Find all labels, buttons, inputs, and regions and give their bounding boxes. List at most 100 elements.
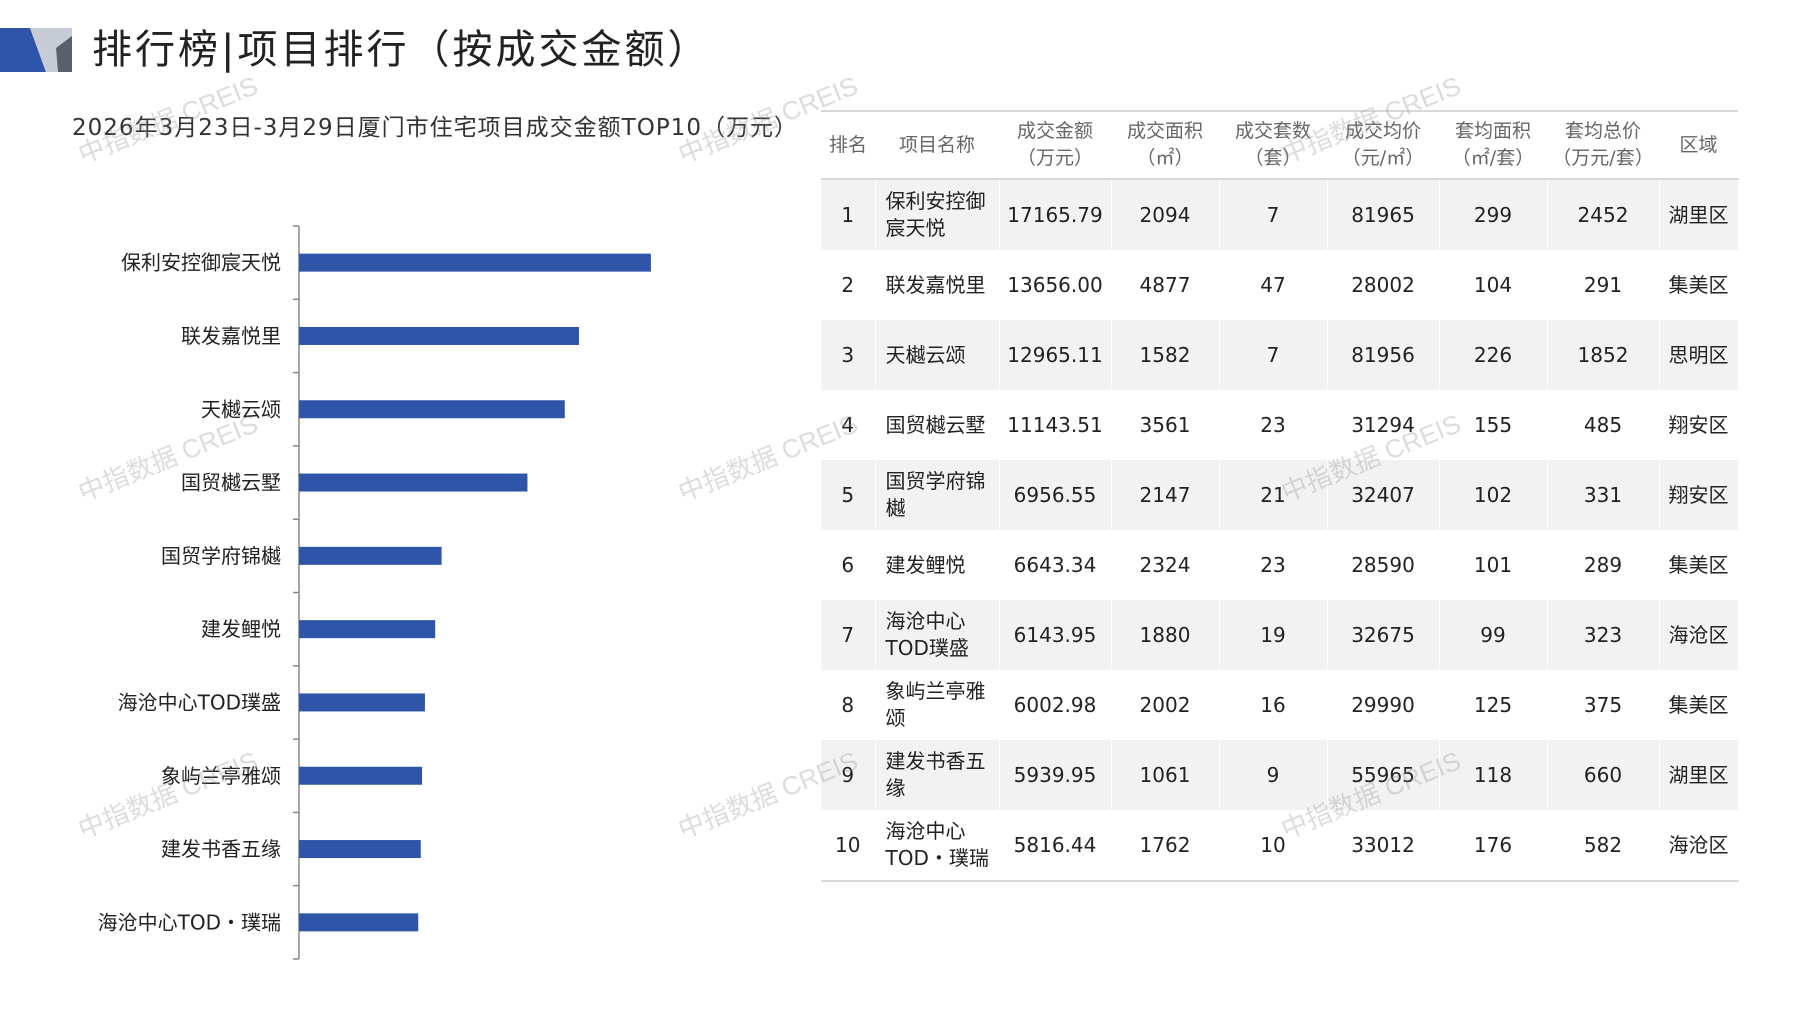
bar-chart: 保利安控御宸天悦联发嘉悦里天樾云颂国贸樾云墅国贸学府锦樾建发鲤悦海沧中心TOD璞… bbox=[98, 225, 651, 960]
table-row: 7 海沧中心TOD璞盛 6143.95 1880 19 32675 99 323 海沧区 bbox=[821, 600, 1739, 670]
header-decoration bbox=[0, 28, 72, 72]
table-cell: 29990 bbox=[1327, 670, 1440, 740]
column-header: 排名 bbox=[821, 112, 875, 180]
table-cell: 联发嘉悦里 bbox=[875, 250, 1000, 320]
column-header: 套均总价 （万元/套） bbox=[1547, 112, 1659, 180]
table-cell: 10 bbox=[821, 810, 876, 882]
table-header-row: 排名 项目名称 成交金额 （万元） 成交面积 （㎡） 成交套数 （套） 成交均价 （元/㎡） 套均面… bbox=[821, 112, 1738, 180]
table-cell: 2324 bbox=[1111, 530, 1220, 600]
table-cell: 31294 bbox=[1327, 390, 1440, 460]
table-body: 1 保利安控御宸天悦 17165.79 2094 7 81965 299 2452 湖里区 2 联发… bbox=[821, 179, 1739, 882]
table-row: 3 天樾云颂 12965.11 1582 7 81956 226 1852 思明区 bbox=[821, 320, 1739, 390]
table-cell: 5 bbox=[821, 460, 876, 530]
chart-title: 2026年3月23日-3月29日厦门市住宅项目成交金额TOP10（万元） bbox=[72, 115, 798, 141]
table-cell: 485 bbox=[1547, 390, 1660, 460]
table-row: 4 国贸樾云墅 11143.51 3561 23 31294 155 485 翔安区 bbox=[821, 390, 1739, 460]
table-cell: 7 bbox=[1219, 320, 1328, 390]
table-cell: 7 bbox=[1219, 179, 1328, 250]
table-cell: 32407 bbox=[1327, 460, 1440, 530]
table-row: 10 海沧中心TOD・璞瑞 5816.44 1762 10 33012 176 582 海沧区 bbox=[821, 810, 1739, 882]
column-header: 成交面积 （㎡） bbox=[1111, 112, 1219, 180]
table-cell: 32675 bbox=[1327, 600, 1440, 670]
table-cell: 291 bbox=[1547, 250, 1660, 320]
ranking-table: 排名 项目名称 成交金额 （万元） 成交面积 （㎡） 成交套数 （套） 成交均价 （元/㎡） 套均面… bbox=[821, 112, 1739, 882]
table-cell: 2094 bbox=[1111, 179, 1220, 250]
bar bbox=[299, 693, 425, 712]
table-cell: 1582 bbox=[1111, 320, 1220, 390]
table-cell: 2452 bbox=[1547, 179, 1660, 250]
table-cell: 16 bbox=[1219, 670, 1328, 740]
table-cell: 660 bbox=[1547, 740, 1660, 810]
table-cell: 集美区 bbox=[1659, 250, 1739, 320]
table-cell: 176 bbox=[1439, 810, 1548, 882]
column-header: 成交金额 （万元） bbox=[999, 112, 1111, 180]
bar bbox=[299, 766, 423, 785]
table-cell: 3 bbox=[821, 320, 876, 390]
column-header: 项目名称 bbox=[875, 112, 999, 180]
table-cell: 6956.55 bbox=[999, 460, 1112, 530]
column-header: 套均面积 （㎡/套） bbox=[1439, 112, 1547, 180]
table-cell: 155 bbox=[1439, 390, 1548, 460]
table-cell: 集美区 bbox=[1659, 670, 1739, 740]
table-cell: 象屿兰亭雅颂 bbox=[875, 670, 1000, 740]
table-cell: 102 bbox=[1439, 460, 1548, 530]
table-cell: 12965.11 bbox=[999, 320, 1112, 390]
table-cell: 海沧中心TOD璞盛 bbox=[875, 600, 1000, 670]
category-label: 国贸樾云墅 bbox=[181, 471, 281, 495]
table-cell: 天樾云颂 bbox=[875, 320, 1000, 390]
table-cell: 9 bbox=[1219, 740, 1328, 810]
category-label: 国贸学府锦樾 bbox=[161, 544, 281, 568]
table-cell: 5816.44 bbox=[999, 810, 1112, 882]
table-cell: 299 bbox=[1439, 179, 1548, 250]
table-cell: 19 bbox=[1219, 600, 1328, 670]
table-cell: 375 bbox=[1547, 670, 1660, 740]
table-cell: 118 bbox=[1439, 740, 1548, 810]
table-row: 9 建发书香五缘 5939.95 1061 9 55965 118 660 湖里区 bbox=[821, 740, 1739, 810]
table-cell: 8 bbox=[821, 670, 876, 740]
table-cell: 33012 bbox=[1327, 810, 1440, 882]
category-label: 海沧中心TOD・璞瑞 bbox=[98, 910, 281, 934]
table-cell: 28002 bbox=[1327, 250, 1440, 320]
table-cell: 2147 bbox=[1111, 460, 1220, 530]
table-cell: 湖里区 bbox=[1659, 179, 1739, 250]
bar bbox=[299, 913, 419, 932]
table-cell: 7 bbox=[821, 600, 876, 670]
category-label: 保利安控御宸天悦 bbox=[121, 251, 281, 275]
category-label: 建发书香五缘 bbox=[161, 837, 281, 861]
table-cell: 1061 bbox=[1111, 740, 1220, 810]
table-cell: 6002.98 bbox=[999, 670, 1112, 740]
table-cell: 81956 bbox=[1327, 320, 1440, 390]
table-row: 5 国贸学府锦樾 6956.55 2147 21 32407 102 331 翔安区 bbox=[821, 460, 1739, 530]
table-cell: 28590 bbox=[1327, 530, 1440, 600]
table-cell: 11143.51 bbox=[999, 390, 1112, 460]
table-cell: 104 bbox=[1439, 250, 1548, 320]
table-cell: 海沧区 bbox=[1659, 810, 1739, 882]
table-cell: 125 bbox=[1439, 670, 1548, 740]
table-cell: 323 bbox=[1547, 600, 1660, 670]
table-cell: 4877 bbox=[1111, 250, 1220, 320]
table-cell: 保利安控御宸天悦 bbox=[875, 179, 1000, 250]
table-cell: 582 bbox=[1547, 810, 1660, 882]
category-label: 天樾云颂 bbox=[201, 397, 281, 421]
table-cell: 国贸樾云墅 bbox=[875, 390, 1000, 460]
table-cell: 4 bbox=[821, 390, 876, 460]
category-label: 建发鲤悦 bbox=[201, 617, 281, 641]
table-cell: 23 bbox=[1219, 390, 1328, 460]
table-cell: 99 bbox=[1439, 600, 1548, 670]
table-cell: 47 bbox=[1219, 250, 1328, 320]
table-cell: 3561 bbox=[1111, 390, 1220, 460]
column-header: 成交套数 （套） bbox=[1219, 112, 1327, 180]
column-header: 区域 bbox=[1659, 112, 1738, 180]
table-cell: 建发书香五缘 bbox=[875, 740, 1000, 810]
table-cell: 289 bbox=[1547, 530, 1660, 600]
table-cell: 21 bbox=[1219, 460, 1328, 530]
table-top-rule bbox=[821, 110, 1738, 112]
category-label: 联发嘉悦里 bbox=[181, 324, 281, 348]
table-cell: 17165.79 bbox=[999, 179, 1112, 250]
category-label: 象屿兰亭雅颂 bbox=[161, 764, 281, 788]
page-title: 排行榜|项目排行（按成交金额） bbox=[92, 27, 711, 73]
table-cell: 55965 bbox=[1327, 740, 1440, 810]
table-row: 6 建发鲤悦 6643.34 2324 23 28590 101 289 集美区 bbox=[821, 530, 1739, 600]
table-cell: 1880 bbox=[1111, 600, 1220, 670]
bar bbox=[299, 546, 442, 565]
